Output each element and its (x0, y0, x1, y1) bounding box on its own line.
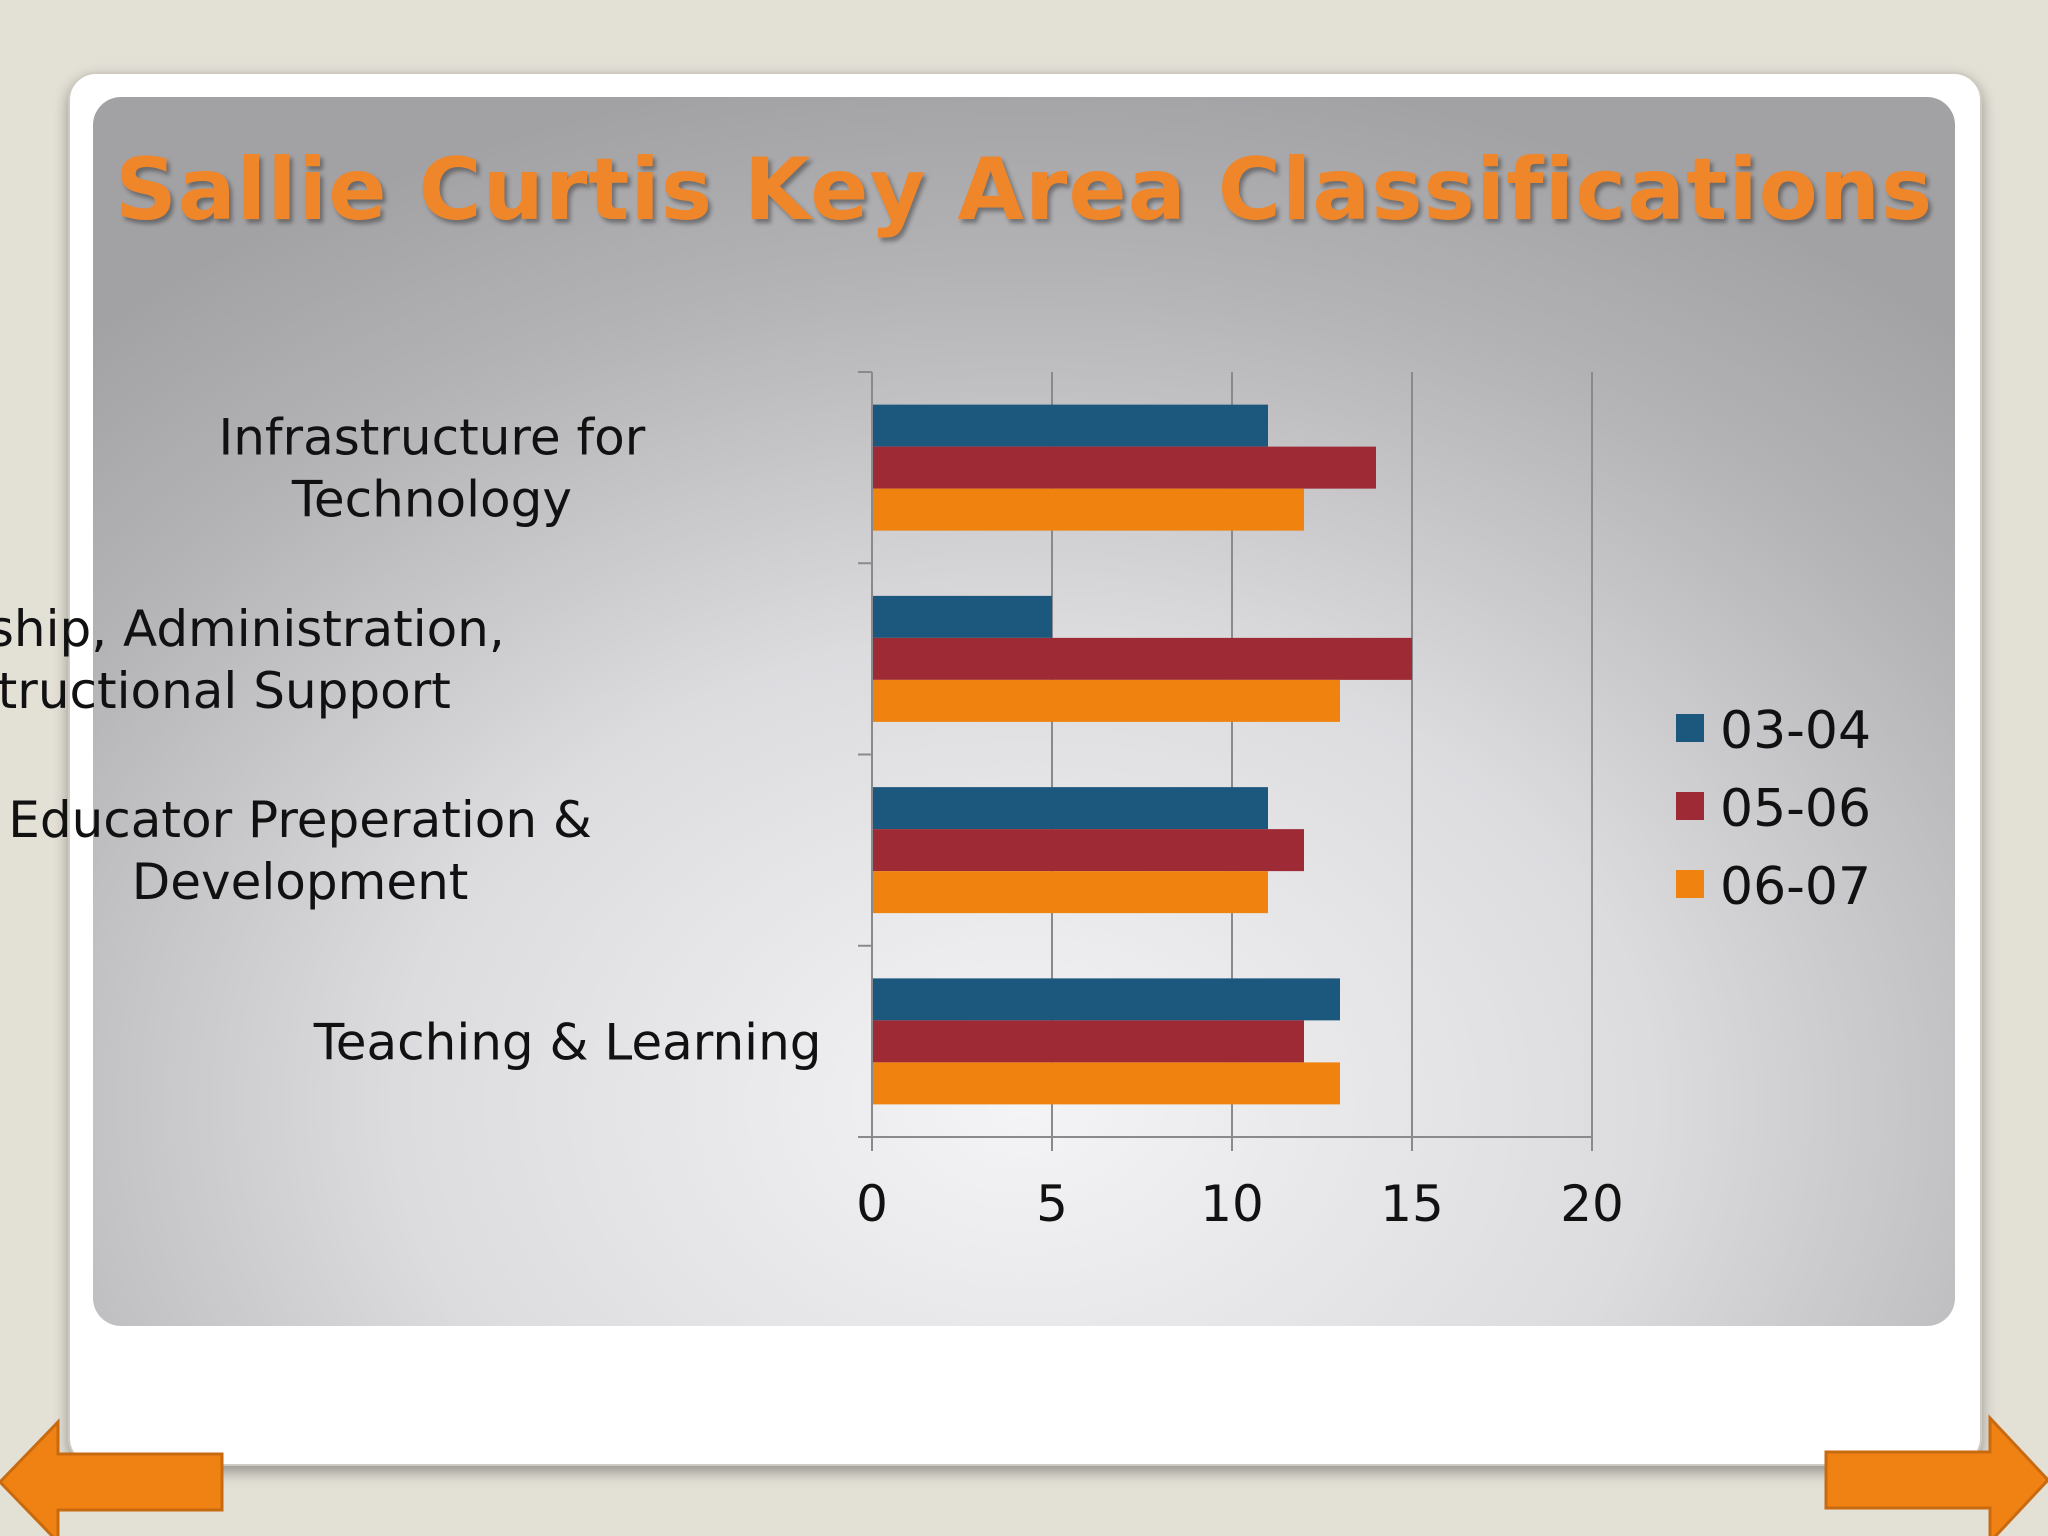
legend-swatch (1676, 714, 1704, 742)
category-label-line: Teaching & Learning (313, 1013, 822, 1071)
x-tick-label: 5 (1036, 1175, 1068, 1233)
legend-swatch (1676, 870, 1704, 898)
bar (872, 488, 1304, 531)
legend-label: 06-07 (1720, 857, 1871, 917)
x-tick-label: 15 (1380, 1175, 1444, 1233)
bar (872, 871, 1268, 914)
category-label: Teaching & Learning (313, 1013, 822, 1071)
bar (872, 787, 1268, 830)
category-label-line: & Instructional Support (0, 662, 451, 720)
category-label-line: Educator Preperation & (8, 791, 592, 849)
arrow-left-icon (0, 1418, 224, 1536)
next-slide-button[interactable] (1822, 1414, 2048, 1536)
bar (872, 637, 1412, 680)
prev-slide-button[interactable] (0, 1418, 226, 1536)
slide-title: Sallie Curtis Key Area Classifications (114, 140, 1934, 240)
bar (872, 1020, 1304, 1063)
arrow-right-icon (1824, 1414, 2048, 1536)
category-label-line: Development (132, 853, 469, 911)
bar (872, 446, 1376, 489)
legend-label: 05-06 (1720, 779, 1871, 839)
x-tick-labels: 0 5 10 15 20 (856, 1175, 1624, 1233)
x-tick-label: 10 (1200, 1175, 1264, 1233)
legend-label: 03-04 (1720, 701, 1871, 761)
x-tick-label: 0 (856, 1175, 888, 1233)
category-label: Infrastructure for Technology (218, 409, 645, 529)
chart-bars (872, 404, 1412, 1105)
bar (872, 1062, 1340, 1105)
category-label: Leadership, Administration,& Instruction… (0, 600, 505, 720)
category-label-line: Technology (291, 471, 572, 529)
category-label: Educator Preperation & Development (8, 791, 592, 911)
bar (872, 404, 1268, 447)
chart-axes (858, 371, 1593, 1151)
chart-legend: 03-04 05-06 06-07 (1676, 701, 1871, 917)
category-label-line: Leadership, Administration, (0, 600, 505, 658)
x-tick-label: 20 (1560, 1175, 1624, 1233)
bar (872, 595, 1052, 638)
bar (872, 978, 1340, 1021)
legend-swatch (1676, 792, 1704, 820)
bar (872, 679, 1340, 722)
bar (872, 829, 1304, 872)
category-label-line: Infrastructure for (218, 409, 645, 467)
